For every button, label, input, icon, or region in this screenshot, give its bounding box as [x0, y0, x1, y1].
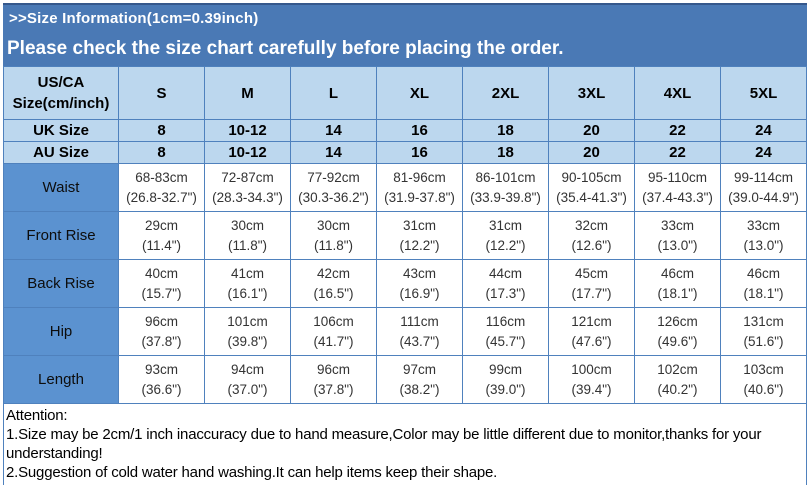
measurement-value-cell: 68-83cm (26.8-32.7"): [118, 163, 205, 212]
measurement-value-cell: 42cm (16.5"): [290, 259, 377, 308]
region-label-cell: AU Size: [3, 141, 119, 164]
size-column-header: 2XL: [462, 66, 549, 120]
table-row: Hip 96cm (37.8") 101cm (39.8") 106cm (41.7"…: [3, 307, 807, 356]
measurement-value-cell: 40cm (15.7"): [118, 259, 205, 308]
size-value-cell: 10-12: [204, 119, 291, 142]
measurement-value-cell: 90-105cm (35.4-41.3"): [548, 163, 635, 212]
measurement-value-cell: 29cm (11.4"): [118, 211, 205, 260]
size-value-cell: 24: [720, 141, 807, 164]
measurement-value-cell: 33cm (13.0"): [634, 211, 721, 260]
size-value-cell: 14: [290, 119, 377, 142]
measurement-value-cell: 46cm (18.1"): [634, 259, 721, 308]
attention-box: Attention: 1.Size may be 2cm/1 inch inac…: [3, 404, 807, 485]
size-value-cell: 14: [290, 141, 377, 164]
measurement-value-cell: 95-110cm (37.4-43.3"): [634, 163, 721, 212]
size-column-header: 5XL: [720, 66, 807, 120]
table-row: UK Size 8 10-12 14 16 18 20 22 24: [3, 119, 807, 142]
header-row: US/CA Size(cm/inch) S M L XL 2XL 3XL 4XL 5XL: [3, 66, 807, 120]
measurement-label-cell: Back Rise: [3, 259, 119, 308]
size-column-header: 4XL: [634, 66, 721, 120]
measurement-value-cell: 106cm (41.7"): [290, 307, 377, 356]
measurement-value-cell: 96cm (37.8"): [118, 307, 205, 356]
measurement-value-cell: 81-96cm (31.9-37.8"): [376, 163, 463, 212]
measurement-label-cell: Waist: [3, 163, 119, 212]
size-value-cell: 22: [634, 141, 721, 164]
measurement-value-cell: 102cm (40.2"): [634, 355, 721, 404]
measurement-value-cell: 45cm (17.7"): [548, 259, 635, 308]
measurement-value-cell: 100cm (39.4"): [548, 355, 635, 404]
size-column-header: XL: [376, 66, 463, 120]
table-row: Length 93cm (36.6") 94cm (37.0") 96cm (37.8…: [3, 355, 807, 404]
table-row: AU Size 8 10-12 14 16 18 20 22 24: [3, 141, 807, 164]
measurement-value-cell: 103cm (40.6"): [720, 355, 807, 404]
size-chart-table: US/CA Size(cm/inch) S M L XL 2XL 3XL 4XL 5XL UK S…: [3, 66, 807, 404]
measurement-value-cell: 116cm (45.7"): [462, 307, 549, 356]
size-value-cell: 8: [118, 119, 205, 142]
measurement-value-cell: 93cm (36.6"): [118, 355, 205, 404]
size-value-cell: 10-12: [204, 141, 291, 164]
measurement-label-cell: Hip: [3, 307, 119, 356]
measurement-value-cell: 30cm (11.8"): [290, 211, 377, 260]
measurement-value-cell: 31cm (12.2"): [376, 211, 463, 260]
measurement-value-cell: 32cm (12.6"): [548, 211, 635, 260]
attention-heading: Attention:: [6, 407, 68, 424]
measurement-value-cell: 46cm (18.1"): [720, 259, 807, 308]
measurement-value-cell: 30cm (11.8"): [204, 211, 291, 260]
size-column-header: L: [290, 66, 377, 120]
attention-note-2: 2.Suggestion of cold water hand washing.…: [6, 464, 498, 481]
measurement-value-cell: 126cm (49.6"): [634, 307, 721, 356]
table-row: Back Rise 40cm (15.7") 41cm (16.1") 42cm (1…: [3, 259, 807, 308]
measurement-value-cell: 41cm (16.1"): [204, 259, 291, 308]
size-value-cell: 18: [462, 141, 549, 164]
measurement-value-cell: 97cm (38.2"): [376, 355, 463, 404]
size-value-cell: 24: [720, 119, 807, 142]
measurement-value-cell: 99cm (39.0"): [462, 355, 549, 404]
size-value-cell: 18: [462, 119, 549, 142]
measurement-value-cell: 111cm (43.7"): [376, 307, 463, 356]
measurement-value-cell: 99-114cm (39.0-44.9"): [720, 163, 807, 212]
measurement-label-cell: Length: [3, 355, 119, 404]
size-value-cell: 8: [118, 141, 205, 164]
size-info-panel: >>Size Information(1cm=0.39inch) Please …: [3, 3, 807, 66]
table-row: Waist 68-83cm (26.8-32.7") 72-87cm (28.3-3…: [3, 163, 807, 212]
measurement-value-cell: 31cm (12.2"): [462, 211, 549, 260]
corner-header-cell: US/CA Size(cm/inch): [3, 66, 119, 120]
notice-title: Please check the size chart carefully be…: [7, 38, 564, 59]
size-column-header: M: [204, 66, 291, 120]
measurement-value-cell: 121cm (47.6"): [548, 307, 635, 356]
size-value-cell: 20: [548, 141, 635, 164]
measurement-value-cell: 131cm (51.6"): [720, 307, 807, 356]
measurement-value-cell: 77-92cm (30.3-36.2"): [290, 163, 377, 212]
measurement-value-cell: 101cm (39.8"): [204, 307, 291, 356]
size-chart-body: US/CA Size(cm/inch) S M L XL 2XL 3XL 4XL 5XL UK S…: [3, 66, 807, 404]
measurement-value-cell: 86-101cm (33.9-39.8"): [462, 163, 549, 212]
region-label-cell: UK Size: [3, 119, 119, 142]
attention-note-1: 1.Size may be 2cm/1 inch inaccuracy due …: [6, 426, 762, 462]
measurement-value-cell: 44cm (17.3"): [462, 259, 549, 308]
size-column-header: S: [118, 66, 205, 120]
measurement-label-cell: Front Rise: [3, 211, 119, 260]
size-value-cell: 16: [376, 119, 463, 142]
measurement-value-cell: 72-87cm (28.3-34.3"): [204, 163, 291, 212]
size-value-cell: 22: [634, 119, 721, 142]
measurement-value-cell: 43cm (16.9"): [376, 259, 463, 308]
measurement-value-cell: 96cm (37.8"): [290, 355, 377, 404]
size-value-cell: 20: [548, 119, 635, 142]
measurement-value-cell: 94cm (37.0"): [204, 355, 291, 404]
table-row: Front Rise 29cm (11.4") 30cm (11.8") 30cm (…: [3, 211, 807, 260]
size-column-header: 3XL: [548, 66, 635, 120]
size-value-cell: 16: [376, 141, 463, 164]
measurement-value-cell: 33cm (13.0"): [720, 211, 807, 260]
section-title: >>Size Information(1cm=0.39inch): [9, 10, 259, 27]
